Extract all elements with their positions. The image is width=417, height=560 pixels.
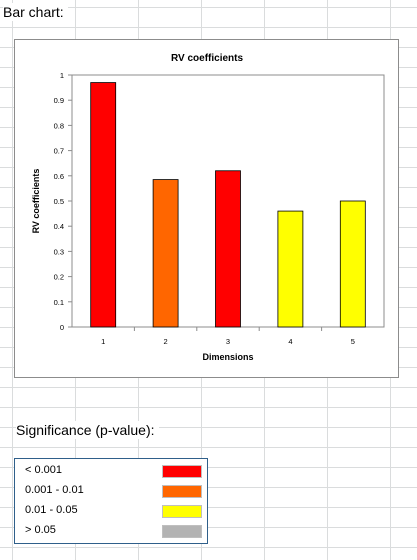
y-tick-label: 0.7 — [54, 147, 64, 156]
y-tick-label: 0.9 — [54, 96, 64, 105]
chart-canvas: RV coefficients 0 0.1 0.2 0.3 0.4 0.5 0.6 0.7 0.… — [31, 53, 385, 362]
legend-row-0001-001: 0.001 - 0.01 — [15, 481, 207, 501]
y-tick-label: 0.3 — [54, 247, 64, 256]
x-tick-label: 1 — [101, 337, 105, 346]
legend-label: > 0.05 — [25, 524, 56, 536]
y-tick-label: 0.4 — [54, 222, 64, 231]
y-tick-label: 0.1 — [54, 298, 64, 307]
y-tick-label: 0.5 — [54, 197, 64, 206]
legend-swatch-orange — [162, 485, 202, 498]
chart-title: RV coefficients — [171, 53, 243, 64]
x-tick-label: 5 — [351, 337, 355, 346]
bar-dimension-4[interactable] — [277, 210, 304, 328]
legend-swatch-red — [162, 465, 202, 478]
tick-layer: 0 0.1 0.2 0.3 0.4 0.5 0.6 0.7 0.8 0.9 1 1 2 3 4 5 — [54, 71, 355, 346]
legend-swatch-yellow — [162, 505, 202, 518]
y-tick-label: 0.8 — [54, 121, 64, 130]
legend-label: 0.001 - 0.01 — [25, 484, 84, 496]
y-axis-title: RV coefficients — [31, 169, 41, 234]
bar-chart-label: Bar chart: — [3, 3, 68, 21]
bar-dimension-3[interactable] — [215, 170, 241, 328]
x-tick-label: 3 — [226, 337, 230, 346]
bars-layer — [90, 82, 366, 328]
x-tick-label: 4 — [288, 337, 292, 346]
y-tick-label: 0.2 — [54, 273, 64, 282]
bar-dimension-5[interactable] — [339, 200, 366, 328]
legend-label: < 0.001 — [25, 464, 63, 476]
y-tick-label: 0.6 — [54, 172, 64, 181]
bar-dimension-2[interactable] — [152, 179, 179, 328]
x-tick-label: 2 — [164, 337, 168, 346]
significance-label: Significance (p-value): — [16, 421, 159, 439]
legend-swatch-gray — [162, 525, 202, 538]
legend-row-gt-005: > 0.05 — [15, 521, 207, 541]
significance-legend: < 0.001 0.001 - 0.01 0.01 - 0.05 > 0.05 — [14, 458, 208, 544]
bar-chart[interactable]: RV coefficients 0 0.1 0.2 0.3 0.4 0.5 0.6 0.7 0.… — [14, 39, 399, 378]
y-tick-label: 0 — [60, 323, 64, 332]
bar-dimension-1[interactable] — [90, 82, 117, 328]
y-tick-label: 1 — [60, 71, 64, 80]
x-axis-title: Dimensions — [202, 352, 253, 362]
legend-label: 0.01 - 0.05 — [25, 504, 78, 516]
legend-row-001-005: 0.01 - 0.05 — [15, 501, 207, 521]
legend-row-lt-0001: < 0.001 — [15, 461, 207, 481]
